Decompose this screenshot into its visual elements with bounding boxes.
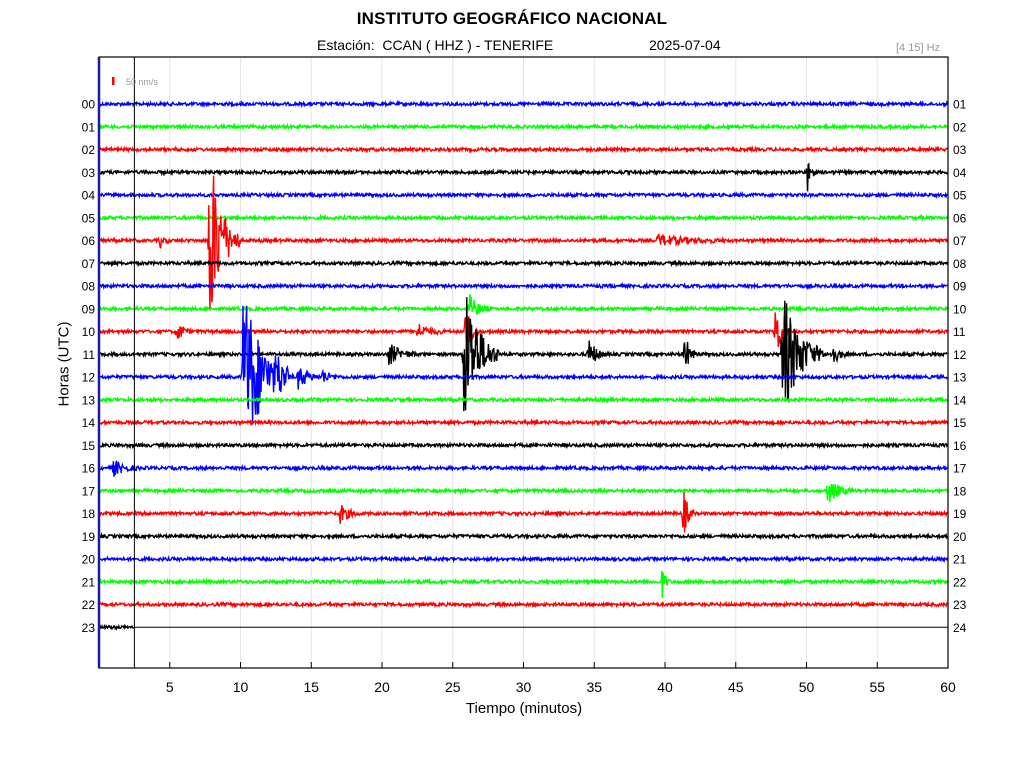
y-tick-label-right: 13 <box>953 371 967 385</box>
trace-hour-21 <box>98 570 949 599</box>
trace-hour-17 <box>98 483 949 503</box>
x-tick-label: 50 <box>799 679 815 695</box>
y-tick-label-left: 16 <box>82 462 96 476</box>
trace-hour-07 <box>98 258 949 268</box>
y-tick-label-right: 21 <box>953 553 967 567</box>
y-tick-label-left: 11 <box>83 348 96 362</box>
y-tick-label-left: 09 <box>82 302 96 316</box>
x-tick-label: 55 <box>869 679 885 695</box>
y-tick-label-left: 04 <box>82 189 96 203</box>
y-tick-label-right: 06 <box>953 211 967 225</box>
trace-hour-02 <box>98 145 948 154</box>
trace-group <box>98 99 949 631</box>
y-tick-label-left: 15 <box>82 439 96 453</box>
y-tick-label-right: 19 <box>953 507 967 521</box>
y-tick-label-left: 03 <box>82 166 96 180</box>
trace-hour-01 <box>98 122 948 132</box>
filter-band-label: [4 15] Hz <box>896 42 941 54</box>
scale-bar-mark <box>112 77 115 85</box>
x-tick-label: 10 <box>233 679 249 695</box>
y-tick-label-right: 10 <box>953 302 967 316</box>
trace-hour-04 <box>98 190 948 200</box>
x-tick-label: 30 <box>516 679 532 695</box>
y-tick-label-right: 09 <box>953 280 967 294</box>
trace-hour-18 <box>98 492 948 533</box>
y-tick-label-left: 21 <box>82 575 96 589</box>
x-tick-label: 20 <box>374 679 390 695</box>
y-tick-label-left: 07 <box>82 257 96 271</box>
trace-hour-13 <box>98 395 949 405</box>
trace-hour-10 <box>98 312 949 348</box>
trace-hour-06 <box>98 175 949 311</box>
y-tick-label-right: 01 <box>953 98 967 112</box>
y-tick-label-left: 14 <box>82 416 96 430</box>
y-tick-label-left: 19 <box>82 530 96 544</box>
y-tick-label-left: 06 <box>82 234 96 248</box>
trace-hour-11 <box>98 297 948 412</box>
scale-bar-label: 50 nm/s <box>126 77 159 87</box>
y-tick-label-right: 22 <box>953 575 967 589</box>
y-tick-label-left: 23 <box>82 621 96 635</box>
x-tick-label: 5 <box>166 679 174 695</box>
y-tick-label-left: 10 <box>82 325 96 339</box>
trace-hour-03 <box>98 162 949 192</box>
y-tick-label-right: 05 <box>953 189 967 203</box>
y-tick-label-right: 14 <box>953 393 967 407</box>
y-tick-label-right: 15 <box>953 416 967 430</box>
y-tick-label-right: 11 <box>953 325 966 339</box>
y-tick-label-left: 00 <box>82 98 96 112</box>
trace-hour-14 <box>98 418 949 427</box>
date-label: 2025-07-04 <box>649 37 721 53</box>
y-tick-label-right: 03 <box>953 143 967 157</box>
tick-labels: 5 10 15 20 25 30 35 40 45 50 55 60 00 01 02 03 04 05 06 07 0… <box>82 98 967 696</box>
y-tick-label-right: 23 <box>953 598 967 612</box>
y-tick-label-right: 18 <box>953 484 967 498</box>
x-tick-label: 60 <box>940 679 956 695</box>
station-label: Estación: CCAN ( HHZ ) - TENERIFE <box>317 37 554 53</box>
grid-lines <box>169 57 878 668</box>
trace-hour-05 <box>98 213 949 223</box>
trace-hour-20 <box>98 554 949 564</box>
x-tick-label: 35 <box>586 679 602 695</box>
y-tick-label-left: 17 <box>82 484 96 498</box>
y-tick-label-left: 05 <box>82 211 96 225</box>
y-tick-label-left: 18 <box>82 507 96 521</box>
trace-hour-19 <box>99 531 949 541</box>
chart-title: INSTITUTO GEOGRÁFICO NACIONAL <box>356 9 668 28</box>
y-tick-label-left: 20 <box>82 553 96 567</box>
axes <box>97 56 949 669</box>
x-tick-label: 25 <box>445 679 461 695</box>
x-axis-label: Tiempo (minutos) <box>465 700 583 717</box>
y-tick-label-right: 04 <box>953 166 967 180</box>
trace-hour-09 <box>98 294 949 315</box>
y-tick-label-right: 02 <box>953 120 967 134</box>
trace-hour-00 <box>98 99 949 109</box>
y-tick-label-left: 12 <box>82 371 96 385</box>
y-tick-label-right: 20 <box>953 530 967 544</box>
trace-hour-08 <box>98 281 948 291</box>
x-tick-label: 15 <box>303 679 319 695</box>
y-tick-label-left: 13 <box>82 393 96 407</box>
y-tick-label-right: 17 <box>953 462 967 476</box>
scale-bar: 50 nm/s <box>112 77 159 87</box>
y-tick-label-right: 16 <box>953 439 967 453</box>
trace-hour-15 <box>98 441 949 450</box>
trace-hour-23 <box>98 623 135 631</box>
trace-hour-12 <box>98 305 949 425</box>
y-tick-label-right: 07 <box>953 234 967 248</box>
x-tick-label: 45 <box>728 679 744 695</box>
y-tick-label-right: 08 <box>953 257 967 271</box>
x-tick-label: 40 <box>657 679 673 695</box>
y-tick-label-left: 08 <box>82 280 96 294</box>
y-tick-label-left: 22 <box>82 598 96 612</box>
y-tick-label-right: 12 <box>953 348 967 362</box>
trace-hour-16 <box>98 460 948 477</box>
y-tick-label-left: 02 <box>82 143 96 157</box>
y-tick-label-left: 01 <box>82 120 96 134</box>
y-tick-label-right: 24 <box>953 621 967 635</box>
trace-hour-22 <box>98 600 948 609</box>
